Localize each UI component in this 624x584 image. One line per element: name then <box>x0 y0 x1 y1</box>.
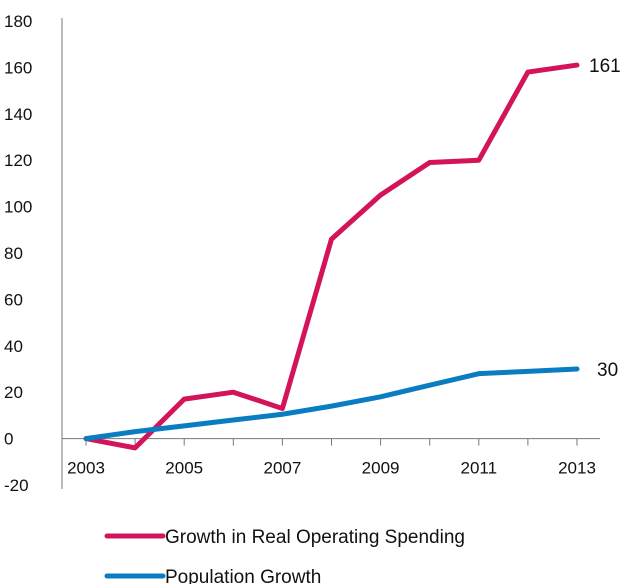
legend-label: Population Growth <box>165 567 321 584</box>
y-tick-label: 40 <box>4 337 23 356</box>
y-tick-label: 160 <box>4 58 32 77</box>
y-tick-label: 180 <box>4 12 32 31</box>
y-tick-label: 100 <box>4 198 32 217</box>
y-tick-label: -20 <box>4 476 29 495</box>
y-tick-label: 20 <box>4 383 23 402</box>
y-tick-label: 120 <box>4 151 32 170</box>
series-line <box>83 366 580 442</box>
x-tick-label: 2003 <box>67 459 105 478</box>
x-tick-label: 2005 <box>165 459 203 478</box>
end-value-label: 161 <box>589 56 621 77</box>
x-tick-label: 2011 <box>461 459 498 478</box>
x-tick-label: 2009 <box>362 459 400 478</box>
y-tick-label: 140 <box>4 105 32 124</box>
y-tick-label: 80 <box>4 244 23 263</box>
y-tick-label: 60 <box>4 290 23 309</box>
series-line <box>83 62 580 451</box>
x-tick-label: 2007 <box>263 459 301 478</box>
x-tick-label: 2013 <box>558 459 596 478</box>
legend-label: Growth in Real Operating Spending <box>165 527 465 548</box>
end-value-label: 30 <box>597 360 618 381</box>
y-tick-label: 0 <box>4 430 13 449</box>
